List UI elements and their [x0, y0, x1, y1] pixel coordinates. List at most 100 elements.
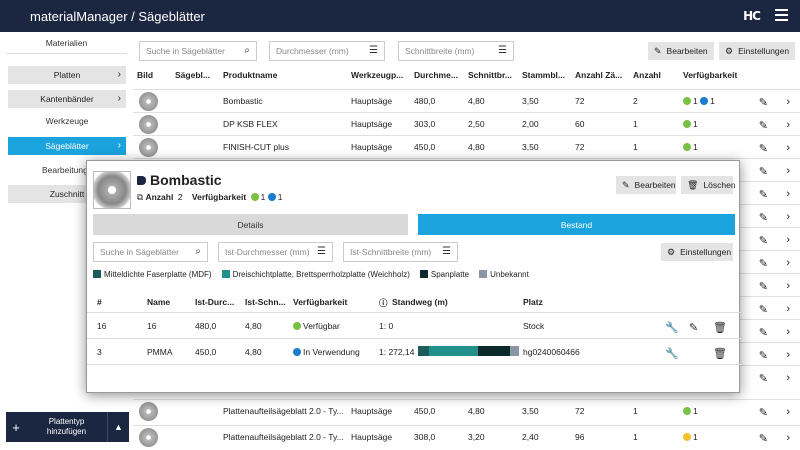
- legend-item: Mitteldichte Faserplatte (MDF): [93, 270, 212, 279]
- chevron-right-icon[interactable]: ›: [786, 165, 790, 177]
- table-row[interactable]: Plattenaufteilsägeblatt 2.0 - Ty... Haup…: [133, 425, 800, 448]
- chevron-right-icon[interactable]: ›: [786, 211, 790, 223]
- legend-item: Spanplatte: [419, 270, 469, 279]
- chevron-right-icon[interactable]: ›: [786, 432, 790, 444]
- chevron-right-icon[interactable]: ›: [786, 188, 790, 200]
- legend-item: Unbekannt: [479, 270, 529, 279]
- table-row[interactable]: FINISH-CUT plus Hauptsäge 450,0 4,80 3,5…: [133, 135, 800, 158]
- usage-segment-spanplatte: [478, 346, 510, 356]
- filter-icon: ☰: [317, 246, 326, 257]
- edit-row-pencil-icon[interactable]: ✎: [758, 97, 768, 109]
- chevron-right-icon[interactable]: ›: [786, 326, 790, 338]
- trash-icon[interactable]: 🗑: [713, 348, 727, 360]
- info-icon[interactable]: ⓘ: [379, 298, 388, 308]
- dialog-delete-button[interactable]: 🗑 Löschen: [681, 176, 736, 194]
- add-plate-type-button[interactable]: + Plattentyp hinzufügen ▲: [6, 412, 129, 442]
- edit-row-pencil-icon[interactable]: ✎: [758, 327, 768, 339]
- sidebar-heading: Materialien: [6, 32, 127, 54]
- chevron-right-icon[interactable]: ›: [786, 119, 790, 131]
- stock-row[interactable]: 3 PMMA 450,0 4,80 In Verwendung 1: 272,1…: [87, 339, 741, 365]
- edit-row-pencil-icon[interactable]: ✎: [758, 235, 768, 247]
- saw-blade-thumbnail: [139, 92, 158, 111]
- sidebar-item-saegeblaetter[interactable]: Sägeblätter ›: [8, 137, 126, 155]
- gear-icon: ⚙: [667, 246, 676, 257]
- usage-segment-unbekannt: [510, 346, 519, 356]
- stock-table-header: # Name Ist-Durc... Ist-Schn... Verfügbar…: [87, 291, 741, 313]
- dialog-edit-button[interactable]: ✎ Bearbeiten: [616, 176, 676, 194]
- edit-row-pencil-icon[interactable]: ✎: [758, 120, 768, 132]
- wrench-icon[interactable]: 🔧: [665, 348, 679, 360]
- edit-row-pencil-icon[interactable]: ✎: [758, 407, 768, 419]
- pencil-icon[interactable]: ✎: [689, 322, 699, 334]
- sidebar-item-kantenbaender[interactable]: Kantenbänder ›: [8, 90, 126, 108]
- chevron-right-icon[interactable]: ›: [786, 234, 790, 246]
- search-icon: ⌕: [244, 45, 250, 56]
- saw-blade-thumbnail: [139, 402, 158, 421]
- pencil-icon: ✎: [654, 45, 662, 56]
- table-row[interactable]: DP KSB FLEX Hauptsäge 303,0 2,50 2,00 60…: [133, 112, 800, 135]
- edit-row-pencil-icon[interactable]: ✎: [758, 258, 768, 270]
- top-bar: materialManager / Sägeblätter HC: [0, 0, 800, 32]
- edit-row-pencil-icon[interactable]: ✎: [758, 166, 768, 178]
- table-header: Bild Sägebl... Produktname Werkzeugp... …: [137, 70, 738, 80]
- edit-row-pencil-icon[interactable]: ✎: [758, 350, 768, 362]
- sidebar-item-bearbeitung[interactable]: Bearbeitungs: [41, 165, 93, 175]
- chevron-right-icon[interactable]: ›: [786, 349, 790, 361]
- hamburger-menu-icon[interactable]: [775, 9, 788, 21]
- usage-segment-mdf: [418, 346, 429, 356]
- cut-width-filter[interactable]: Schnittbreite (mm) ☰: [398, 41, 514, 61]
- edit-row-pencil-icon[interactable]: ✎: [758, 212, 768, 224]
- plus-icon: +: [12, 419, 20, 435]
- chevron-up-icon[interactable]: ▲: [107, 412, 129, 442]
- edit-button[interactable]: ✎ Bearbeiten: [648, 42, 714, 60]
- search-input[interactable]: Suche in Sägeblätter ⌕: [139, 41, 257, 61]
- chevron-right-icon[interactable]: ›: [786, 280, 790, 292]
- legend-item: Dreischichtplatte, Brettsperrholzplatte …: [221, 270, 410, 279]
- chevron-right-icon[interactable]: ›: [786, 96, 790, 108]
- wrench-icon[interactable]: 🔧: [665, 322, 679, 334]
- pencil-icon: ✎: [622, 179, 630, 190]
- sidebar-item-platten[interactable]: Platten ›: [8, 66, 126, 84]
- gear-icon: ⚙: [725, 45, 734, 56]
- app-title: materialManager / Sägeblätter: [30, 8, 205, 24]
- chevron-right-icon: ›: [117, 93, 121, 104]
- material-legend: Mitteldichte Faserplatte (MDF) Dreischic…: [93, 270, 529, 279]
- diameter-filter[interactable]: Durchmesser (mm) ☰: [269, 41, 385, 61]
- tab-stock[interactable]: Bestand: [418, 214, 735, 235]
- saw-blade-thumbnail: [139, 115, 158, 134]
- edit-row-pencil-icon[interactable]: ✎: [758, 281, 768, 293]
- tab-details[interactable]: Details: [93, 214, 408, 235]
- chevron-right-icon[interactable]: ›: [786, 372, 790, 384]
- brand-logo[interactable]: HC: [743, 9, 761, 23]
- copy-icon: ⧉: [137, 192, 144, 202]
- actual-width-filter[interactable]: Ist-Schnittbreite (mm) ☰: [343, 242, 458, 262]
- saw-blade-thumbnail: [139, 428, 158, 447]
- actual-diameter-filter[interactable]: Ist-Durchmesser (mm) ☰: [218, 242, 333, 262]
- availability: 1: [683, 119, 698, 129]
- table-row[interactable]: Plattenaufteilsägeblatt 2.0 - Ty... Haup…: [133, 399, 800, 422]
- stock-row[interactable]: 16 16 480,0 4,80 Verfügbar 1: 0 Stock 🔧 …: [87, 313, 741, 339]
- saw-blade-thumbnail: [139, 138, 158, 157]
- availability: 1: [683, 432, 698, 442]
- edit-row-pencil-icon[interactable]: ✎: [758, 433, 768, 445]
- dialog-search-input[interactable]: Suche in Sägeblätter ⌕: [93, 242, 208, 262]
- dialog-settings-button[interactable]: ⚙ Einstellungen: [661, 243, 733, 261]
- edit-row-pencil-icon[interactable]: ✎: [758, 373, 768, 385]
- chevron-right-icon: ›: [117, 140, 121, 151]
- table-row[interactable]: ✎ ›: [133, 158, 800, 181]
- filter-icon: ☰: [369, 45, 378, 56]
- dialog-meta: ⧉ Anzahl 2 Verfügbarkeit 1 1: [137, 192, 283, 202]
- chevron-right-icon[interactable]: ›: [786, 142, 790, 154]
- settings-button[interactable]: ⚙ Einstellungen: [719, 42, 795, 60]
- table-row[interactable]: Bombastic Hauptsäge 480,0 4,80 3,50 72 2…: [133, 89, 800, 112]
- dialog-title: Bombastic: [137, 172, 222, 188]
- usage-bar: [418, 346, 519, 356]
- chevron-right-icon[interactable]: ›: [786, 303, 790, 315]
- edit-row-pencil-icon[interactable]: ✎: [758, 304, 768, 316]
- filter-icon: ☰: [498, 45, 507, 56]
- trash-icon[interactable]: 🗑: [713, 322, 727, 334]
- edit-row-pencil-icon[interactable]: ✎: [758, 143, 768, 155]
- chevron-right-icon[interactable]: ›: [786, 257, 790, 269]
- edit-row-pencil-icon[interactable]: ✎: [758, 189, 768, 201]
- chevron-right-icon[interactable]: ›: [786, 406, 790, 418]
